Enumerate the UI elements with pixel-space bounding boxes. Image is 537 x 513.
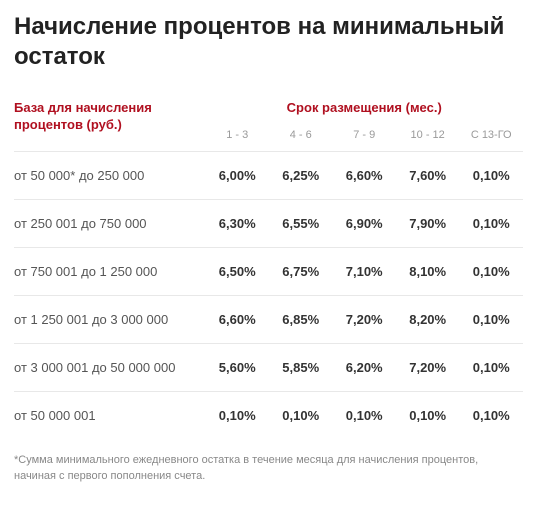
header-base: База для начисления процентов (руб.) (14, 94, 205, 152)
period-col-3: 10 - 12 (396, 125, 459, 152)
period-col-4: С 13-ГО (459, 125, 523, 152)
footnote: *Сумма минимального ежедневного остатка … (14, 453, 523, 485)
table-row: от 1 250 001 до 3 000 0006,60%6,85%7,20%… (14, 296, 523, 344)
rate-cell: 0,10% (459, 344, 523, 392)
rate-cell: 0,10% (459, 200, 523, 248)
rate-cell: 8,20% (396, 296, 459, 344)
rate-cell: 0,10% (459, 392, 523, 440)
table-row: от 50 000 0010,10%0,10%0,10%0,10%0,10% (14, 392, 523, 440)
rate-cell: 0,10% (205, 392, 268, 440)
rate-cell: 5,85% (269, 344, 332, 392)
rate-cell: 7,60% (396, 152, 459, 200)
rate-cell: 0,10% (269, 392, 332, 440)
range-cell: от 50 000* до 250 000 (14, 152, 205, 200)
range-cell: от 1 250 001 до 3 000 000 (14, 296, 205, 344)
table-row: от 750 001 до 1 250 0006,50%6,75%7,10%8,… (14, 248, 523, 296)
rate-cell: 6,75% (269, 248, 332, 296)
range-cell: от 50 000 001 (14, 392, 205, 440)
rate-cell: 0,10% (332, 392, 395, 440)
rate-cell: 6,85% (269, 296, 332, 344)
period-col-0: 1 - 3 (205, 125, 268, 152)
range-cell: от 750 001 до 1 250 000 (14, 248, 205, 296)
rates-table: База для начисления процентов (руб.) Сро… (14, 94, 523, 439)
rate-cell: 0,10% (459, 248, 523, 296)
rate-cell: 7,20% (396, 344, 459, 392)
rate-cell: 8,10% (396, 248, 459, 296)
rate-cell: 7,90% (396, 200, 459, 248)
rate-cell: 5,60% (205, 344, 268, 392)
rate-cell: 0,10% (396, 392, 459, 440)
rate-cell: 0,10% (459, 296, 523, 344)
rate-cell: 6,30% (205, 200, 268, 248)
table-row: от 50 000* до 250 0006,00%6,25%6,60%7,60… (14, 152, 523, 200)
rate-cell: 6,50% (205, 248, 268, 296)
table-row: от 3 000 001 до 50 000 0005,60%5,85%6,20… (14, 344, 523, 392)
period-col-2: 7 - 9 (332, 125, 395, 152)
rate-cell: 0,10% (459, 152, 523, 200)
rate-cell: 7,10% (332, 248, 395, 296)
rate-cell: 6,90% (332, 200, 395, 248)
rate-cell: 6,60% (205, 296, 268, 344)
range-cell: от 250 001 до 750 000 (14, 200, 205, 248)
table-row: от 250 001 до 750 0006,30%6,55%6,90%7,90… (14, 200, 523, 248)
rate-cell: 7,20% (332, 296, 395, 344)
period-col-1: 4 - 6 (269, 125, 332, 152)
rate-cell: 6,55% (269, 200, 332, 248)
header-placement: Срок размещения (мес.) (205, 94, 523, 125)
page-title: Начисление процентов на минимальный оста… (14, 12, 523, 72)
rate-cell: 6,60% (332, 152, 395, 200)
range-cell: от 3 000 001 до 50 000 000 (14, 344, 205, 392)
rate-cell: 6,00% (205, 152, 268, 200)
rate-cell: 6,25% (269, 152, 332, 200)
rate-cell: 6,20% (332, 344, 395, 392)
